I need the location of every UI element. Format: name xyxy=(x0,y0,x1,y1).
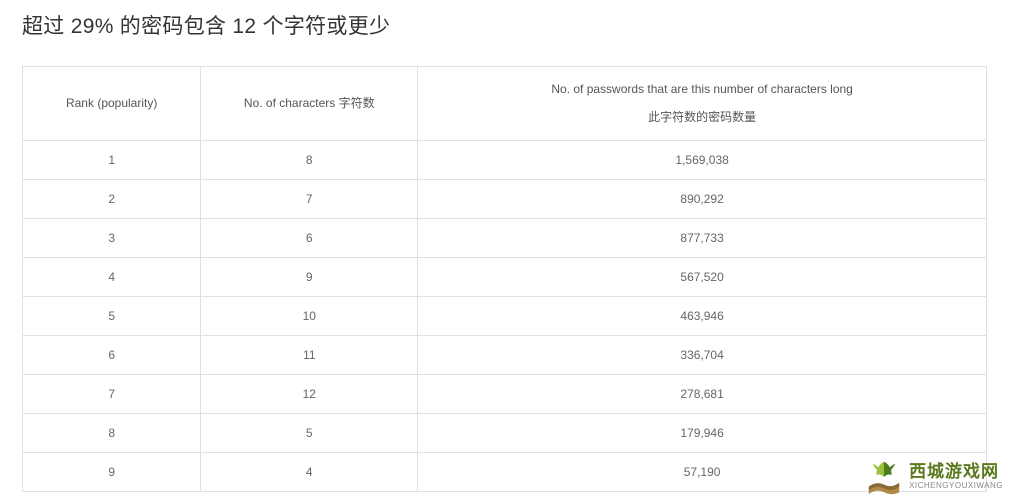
table-row: 27890,292 xyxy=(23,180,987,219)
cell-rank: 9 xyxy=(23,453,201,492)
cell-chars: 6 xyxy=(201,219,418,258)
cell-chars: 12 xyxy=(201,375,418,414)
cell-count: 278,681 xyxy=(418,375,987,414)
col-header-count-main: No. of passwords that are this number of… xyxy=(551,82,852,96)
col-header-count: No. of passwords that are this number of… xyxy=(418,67,987,141)
watermark-text-cn: 西城游戏网 xyxy=(909,463,1003,482)
cell-count: 890,292 xyxy=(418,180,987,219)
cell-chars: 4 xyxy=(201,453,418,492)
cell-rank: 5 xyxy=(23,297,201,336)
cell-rank: 6 xyxy=(23,336,201,375)
cell-rank: 1 xyxy=(23,141,201,180)
cell-chars: 7 xyxy=(201,180,418,219)
watermark-text-en: XICHENGYOUXIWANG xyxy=(909,482,1003,491)
col-header-count-sub: 此字符数的密码数量 xyxy=(426,107,978,129)
cell-count: 179,946 xyxy=(418,414,987,453)
cell-count: 336,704 xyxy=(418,336,987,375)
cell-rank: 3 xyxy=(23,219,201,258)
cell-chars: 9 xyxy=(201,258,418,297)
table-row: 36877,733 xyxy=(23,219,987,258)
cell-rank: 7 xyxy=(23,375,201,414)
cell-chars: 8 xyxy=(201,141,418,180)
table-row: 181,569,038 xyxy=(23,141,987,180)
site-watermark: 西城游戏网 XICHENGYOUXIWANG xyxy=(865,458,1003,496)
password-length-table: Rank (popularity) No. of characters 字符数 … xyxy=(22,66,987,492)
table-row: 712278,681 xyxy=(23,375,987,414)
cell-rank: 2 xyxy=(23,180,201,219)
cell-rank: 8 xyxy=(23,414,201,453)
table-row: 510463,946 xyxy=(23,297,987,336)
table-row: 49567,520 xyxy=(23,258,987,297)
cell-chars: 11 xyxy=(201,336,418,375)
cell-chars: 10 xyxy=(201,297,418,336)
table-header-row: Rank (popularity) No. of characters 字符数 … xyxy=(23,67,987,141)
table-row: 85179,946 xyxy=(23,414,987,453)
col-header-chars: No. of characters 字符数 xyxy=(201,67,418,141)
page-title: 超过 29% 的密码包含 12 个字符或更少 xyxy=(22,10,987,40)
table-row: 9457,190 xyxy=(23,453,987,492)
watermark-logo-icon xyxy=(865,458,903,496)
cell-count: 567,520 xyxy=(418,258,987,297)
cell-chars: 5 xyxy=(201,414,418,453)
col-header-rank: Rank (popularity) xyxy=(23,67,201,141)
cell-rank: 4 xyxy=(23,258,201,297)
cell-count: 877,733 xyxy=(418,219,987,258)
cell-count: 1,569,038 xyxy=(418,141,987,180)
table-row: 611336,704 xyxy=(23,336,987,375)
cell-count: 463,946 xyxy=(418,297,987,336)
